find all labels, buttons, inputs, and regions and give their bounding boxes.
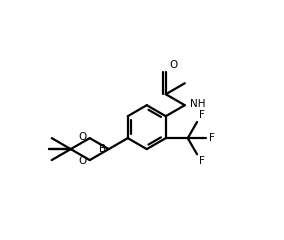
Text: F: F — [199, 110, 205, 120]
Text: B: B — [99, 144, 106, 154]
Text: NH: NH — [190, 99, 206, 109]
Text: O: O — [169, 60, 177, 70]
Text: O: O — [78, 132, 87, 142]
Text: F: F — [199, 156, 205, 166]
Text: F: F — [209, 133, 215, 143]
Text: O: O — [78, 156, 87, 166]
